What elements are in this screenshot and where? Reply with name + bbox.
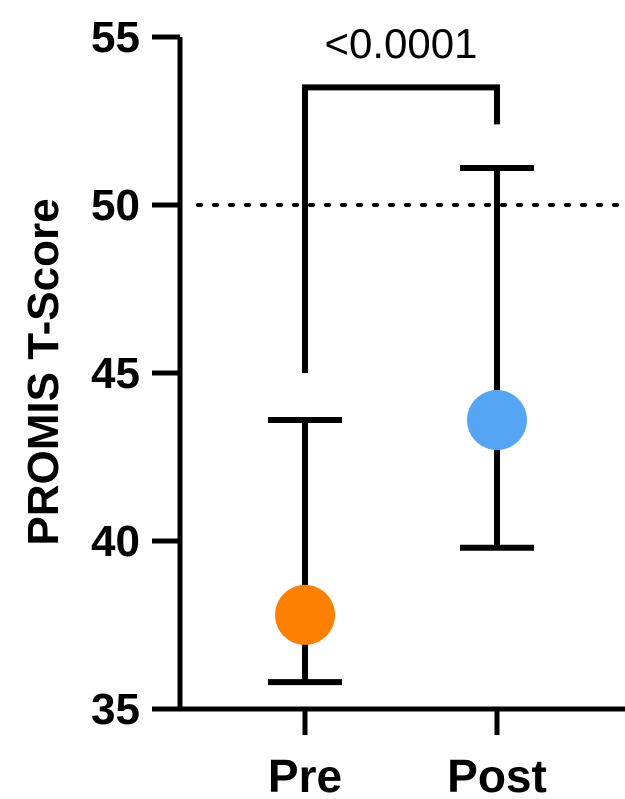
bracket-line [302, 84, 500, 373]
point-post [467, 390, 527, 451]
y-tick-label: 35 [91, 685, 140, 734]
point-pre [275, 584, 335, 645]
y-tick-label: 50 [91, 181, 140, 230]
y-tick-label: 40 [91, 517, 140, 566]
y-axis-label: PROMIS T-Score [19, 198, 68, 545]
p-value-label: <0.0001 [325, 20, 478, 67]
error-bars [268, 165, 534, 686]
y-tick-label: 45 [91, 349, 140, 398]
x-categories: Pre Post [268, 709, 547, 799]
x-tick-label-post: Post [447, 750, 547, 799]
x-tick-label-pre: Pre [268, 750, 342, 799]
y-tick-label: 55 [91, 13, 140, 62]
data-points [275, 390, 527, 645]
significance-bracket: <0.0001 [302, 20, 500, 373]
y-ticks: 35 40 45 50 55 [91, 13, 180, 734]
